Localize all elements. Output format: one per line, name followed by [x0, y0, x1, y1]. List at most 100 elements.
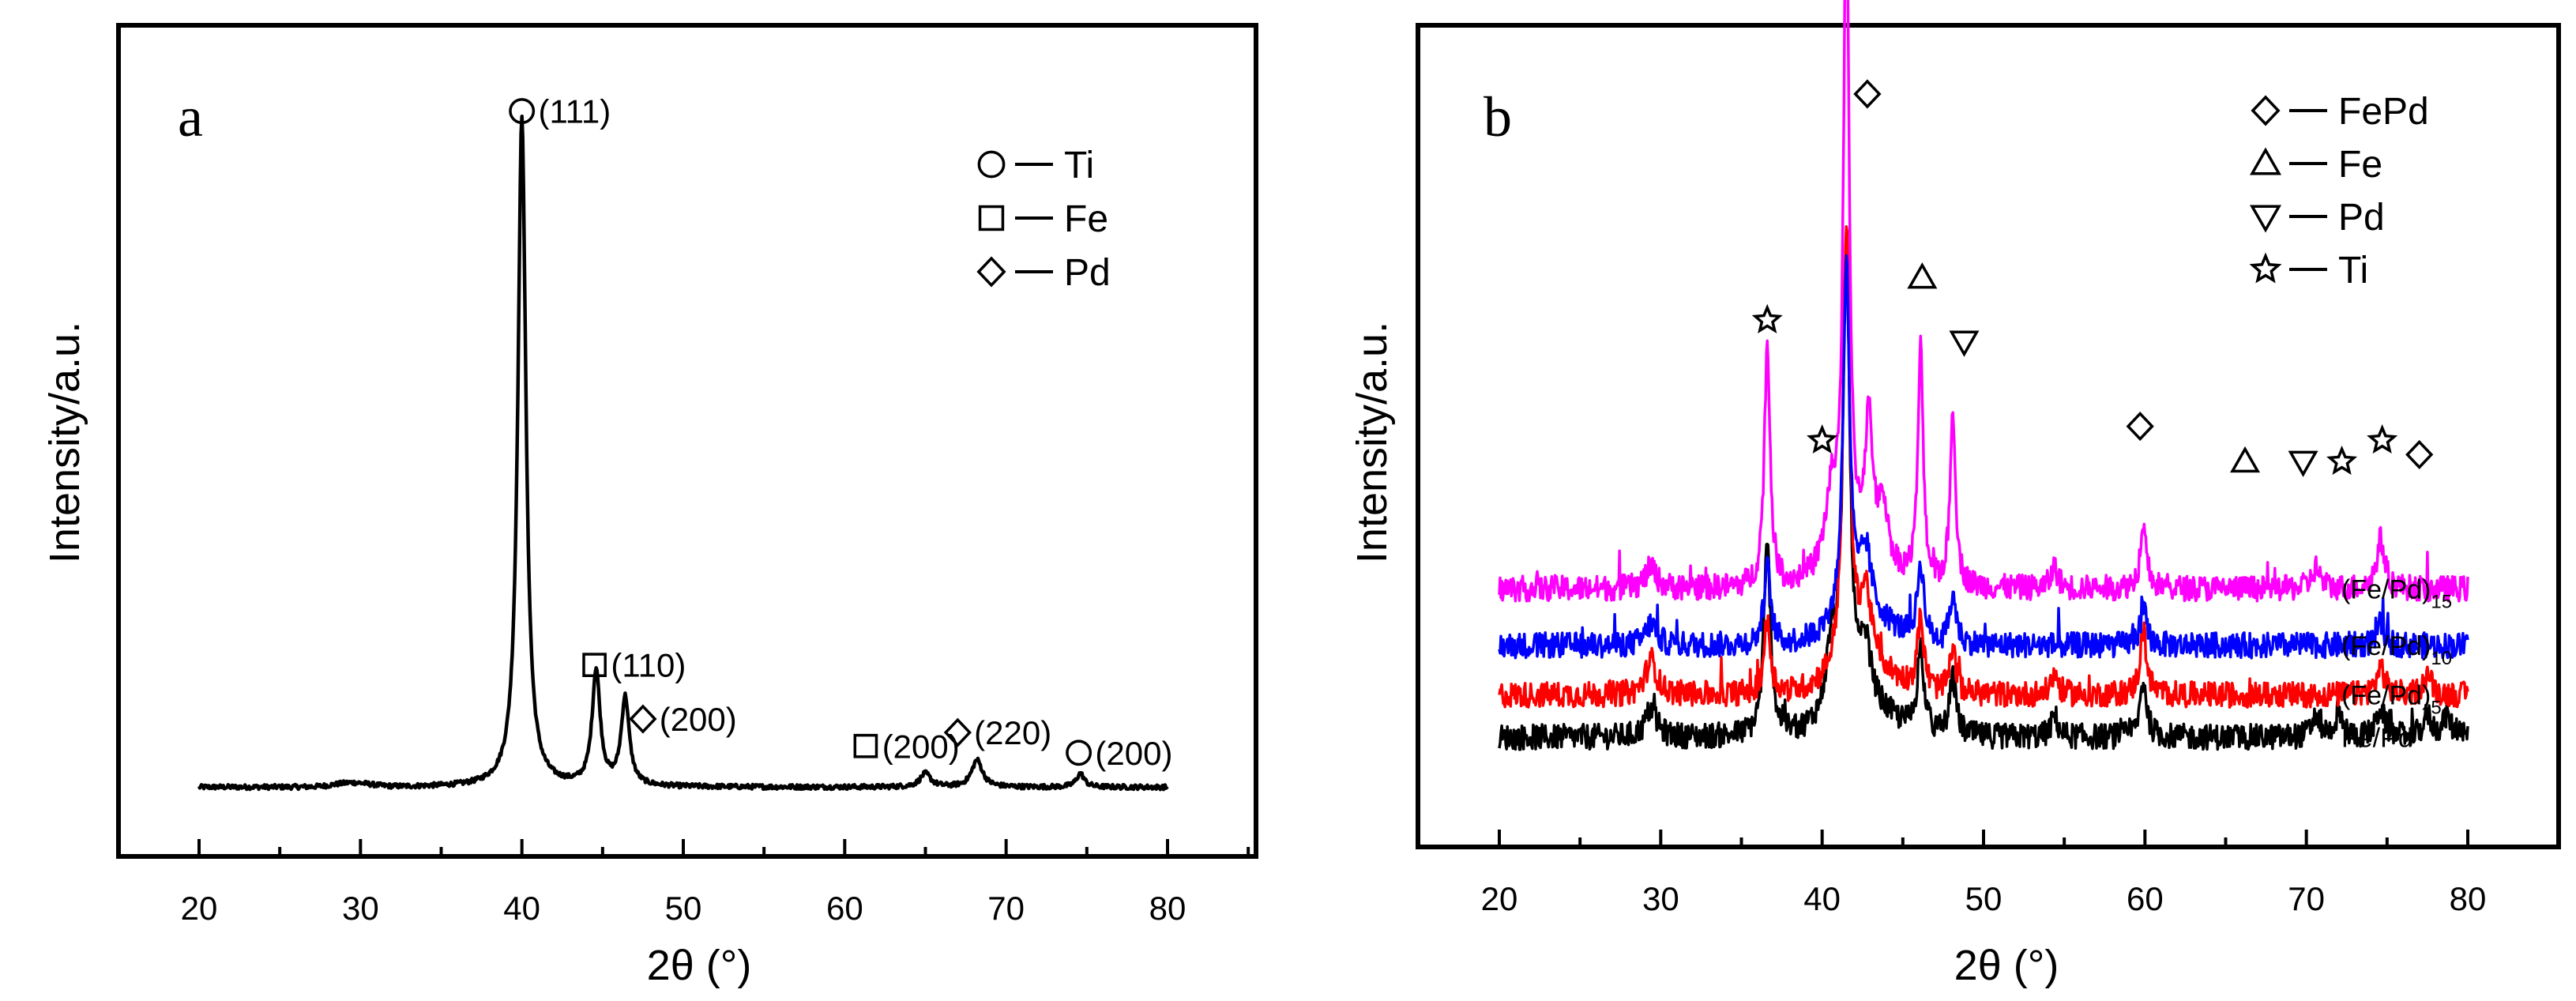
- x-tick-label-60: 60: [826, 890, 863, 927]
- panel-a-x-ticks: [116, 839, 1250, 856]
- legend-triangle-down-icon: [2249, 205, 2282, 233]
- legend-entry: Fe: [2249, 144, 2382, 186]
- peak-label: (220): [974, 714, 1051, 751]
- panel-b: 20 30 40 50 60 70 80 Fe/Pd(Fe/Pd)5(Fe/Pd)10(Fe…: [1348, 0, 2561, 989]
- peak-annotation: [2126, 412, 2154, 442]
- diamond-marker-icon: [1853, 79, 1882, 109]
- panel-a-plot-frame: [116, 23, 1258, 859]
- panel-a-legend: Ti Fe Pd: [976, 145, 1111, 294]
- x-tick-label-40: 40: [503, 890, 540, 927]
- triangle-up-marker-icon: [1907, 262, 1938, 289]
- peak-annotation: [1751, 303, 1783, 334]
- x-tick-label-50: 50: [1965, 880, 2003, 917]
- panel-b-sample-labels: Fe/Pd(Fe/Pd)5(Fe/Pd)10(Fe/Pd)15: [2341, 574, 2452, 753]
- star-marker-icon: [2367, 423, 2398, 454]
- legend-label: FePd: [2338, 91, 2429, 133]
- triangle-up-marker-icon: [2230, 446, 2261, 473]
- x-tick-label-70: 70: [2288, 880, 2325, 917]
- series-line--fe-pd-5: [1498, 224, 2469, 709]
- panel-a-letter: a: [178, 85, 203, 149]
- peak-label: (110): [611, 647, 686, 684]
- x-tick-label-80: 80: [1149, 890, 1186, 927]
- peak-annotation: [1807, 423, 1838, 454]
- peak-label: (111): [538, 93, 611, 130]
- series-line--fe-pd-10: [1498, 254, 2469, 660]
- panel-b-x-axis-title: 2θ (°): [1954, 942, 2059, 989]
- panel-a-x-tick-labels: 20 30 40 50 60 70 80: [181, 890, 1186, 927]
- star-marker-icon: [1751, 303, 1783, 334]
- panel-a-y-axis-title: Intensity/a.u.: [41, 322, 88, 563]
- x-tick-label-70: 70: [987, 890, 1025, 927]
- sample-label-subscript: 10: [2431, 648, 2452, 669]
- peak-annotation: [2405, 439, 2434, 469]
- legend-label: Pd: [2338, 197, 2385, 239]
- panel-b-peak-annotations: [1751, 79, 2434, 477]
- legend-diamond-icon: [2251, 95, 2281, 126]
- x-tick-label-30: 30: [1642, 880, 1679, 917]
- legend-entry: Ti: [2249, 250, 2368, 292]
- peak-annotation: [2230, 446, 2261, 473]
- triangle-down-marker-icon: [2288, 450, 2318, 477]
- peak-label: (200): [660, 701, 737, 738]
- panel-b-letter: b: [1484, 85, 1512, 149]
- peak-annotation: [1949, 330, 1980, 357]
- legend-entry: Pd: [2249, 197, 2385, 239]
- circle-marker-icon: [1066, 739, 1092, 766]
- peak-annotation: (200): [629, 701, 737, 738]
- star-marker-icon: [2326, 445, 2358, 475]
- sample-label-subscript: 15: [2431, 591, 2452, 612]
- series-line-fe-pd: [1498, 230, 2469, 751]
- legend-label: Pd: [1064, 252, 1111, 294]
- panel-a-x-axis-title: 2θ (°): [647, 942, 752, 989]
- panel-b-x-tick-labels: 20 30 40 50 60 70 80: [1481, 880, 2487, 917]
- sample-label: (Fe/Pd)15: [2341, 574, 2452, 612]
- x-tick-label-40: 40: [1803, 880, 1841, 917]
- peak-annotation: (200): [1066, 735, 1172, 772]
- square-marker-icon: [853, 733, 878, 758]
- legend-label: Fe: [2338, 144, 2382, 186]
- peak-annotation: [2288, 450, 2318, 477]
- peak-annotation: (220): [943, 714, 1051, 751]
- peak-annotation: [1907, 262, 1938, 289]
- diamond-marker-icon: [943, 717, 972, 747]
- panel-a-series: [197, 115, 1169, 792]
- panel-b-series: [1498, 0, 2469, 751]
- legend-square-icon: [978, 205, 1005, 231]
- panel-b-y-axis-title: Intensity/a.u.: [1348, 322, 1396, 563]
- peak-annotation: (111): [509, 93, 611, 130]
- triangle-down-marker-icon: [1949, 330, 1980, 357]
- x-tick-label-80: 80: [2450, 880, 2487, 917]
- x-tick-label-60: 60: [2127, 880, 2164, 917]
- panel-a-peak-annotations: (111) (110) (200) (200) (220) (200): [509, 93, 1172, 772]
- sample-label-main: (Fe/Pd): [2341, 681, 2431, 711]
- legend-triangle-up-icon: [2249, 147, 2282, 175]
- sample-label-main: (Fe/Pd): [2341, 574, 2431, 604]
- legend-entry: FePd: [2251, 91, 2429, 133]
- sample-label: Fe/Pd: [2341, 723, 2413, 753]
- sample-label-main: Fe/Pd: [2341, 723, 2413, 753]
- panel-b-plot-frame: [1416, 23, 2561, 849]
- peak-annotation: (200): [853, 728, 960, 765]
- peak-annotation: [1853, 79, 1882, 109]
- legend-label: Ti: [2338, 250, 2368, 292]
- diamond-marker-icon: [629, 704, 657, 734]
- legend-label: Ti: [1064, 145, 1094, 186]
- legend-circle-icon: [977, 150, 1006, 179]
- peak-label: (200): [1095, 735, 1172, 772]
- legend-entry: Pd: [976, 252, 1111, 294]
- panel-b-x-ticks: [1416, 830, 2469, 847]
- x-tick-label-20: 20: [1481, 880, 1518, 917]
- square-marker-icon: [582, 653, 607, 677]
- diamond-marker-icon: [2405, 439, 2434, 469]
- peak-annotation: (110): [582, 647, 686, 684]
- diamond-marker-icon: [2126, 412, 2154, 442]
- star-marker-icon: [1807, 423, 1838, 454]
- series-line-undefined: [197, 115, 1169, 792]
- peak-annotation: [2326, 445, 2358, 475]
- legend-star-icon: [2249, 252, 2282, 284]
- legend-entry: Ti: [977, 145, 1094, 186]
- circle-marker-icon: [509, 98, 536, 125]
- series-line--fe-pd-15: [1498, 0, 2469, 603]
